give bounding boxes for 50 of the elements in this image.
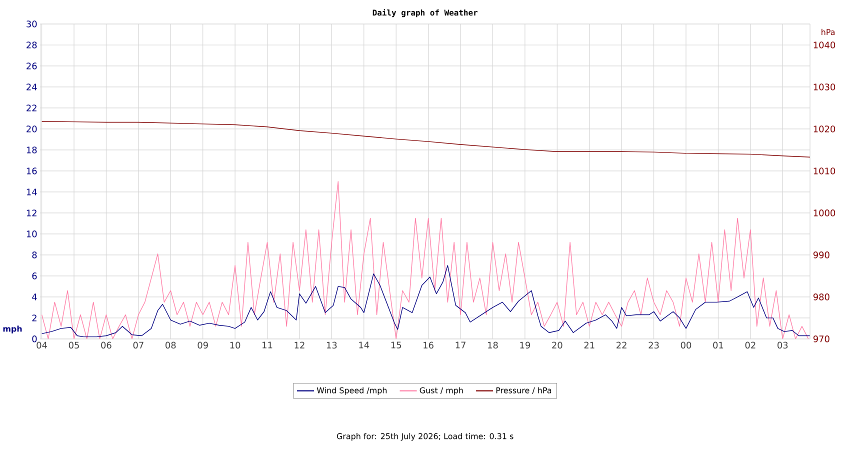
y-tick-label: 12 [26, 210, 36, 216]
y-tick-label: 18 [26, 146, 37, 154]
y-tick-label: 0 [32, 336, 37, 342]
y-tick-label: 16 [26, 168, 37, 174]
x-tick-label: 18 [488, 342, 498, 349]
y2-tick-label: 1040 [814, 42, 836, 48]
y-tick-label: 20 [26, 126, 37, 132]
x-tick-label: 06 [101, 342, 112, 349]
line-series [41, 181, 809, 339]
x-tick-label: 14 [359, 342, 370, 348]
y2-tick-label: 990 [813, 252, 830, 258]
y2-tick-label: 970 [813, 336, 830, 342]
y-tick-label: 10 [26, 230, 37, 238]
x-tick-label: 12 [294, 342, 304, 348]
y-tick-label: 4 [32, 294, 37, 300]
x-tick-label: 04 [36, 342, 47, 349]
x-tick-label: 09 [198, 342, 208, 349]
x-tick-label: 05 [68, 342, 79, 349]
x-tick-label: 03 [778, 342, 788, 349]
y-tick-label: 6 [32, 272, 37, 280]
y2-tick-label: 1030 [814, 84, 836, 90]
y-tick-label: 22 [26, 104, 36, 112]
y-tick-label: 24 [26, 84, 37, 90]
x-tick-label: 20 [552, 342, 562, 349]
x-tick-label: 11 [262, 342, 272, 348]
x-tick-label: 22 [616, 342, 626, 348]
x-tick-label: 02 [745, 342, 756, 349]
x-tick-label: 01 [713, 342, 724, 349]
x-tick-label: 19 [520, 342, 530, 349]
y2-tick-label: 1010 [814, 168, 836, 174]
y-tick-label: 8 [32, 252, 37, 258]
y2-tick-label: 980 [813, 294, 830, 300]
x-tick-label: 15 [391, 342, 402, 348]
x-tick-label: 00 [680, 342, 692, 349]
x-tick-label: 16 [424, 342, 434, 349]
x-tick-label: 21 [584, 342, 594, 348]
line-series [41, 265, 810, 338]
y2-tick-label: 1020 [814, 126, 836, 132]
x-tick-label: 13 [326, 342, 337, 349]
x-tick-label: 23 [648, 342, 659, 349]
x-tick-label: 17 [456, 342, 466, 348]
y-tick-label: 30 [26, 20, 37, 28]
x-tick-label: 10 [230, 342, 240, 349]
y2-tick-label: 1000 [814, 210, 836, 216]
y-tick-label: 2 [32, 314, 36, 322]
y-tick-label: 26 [26, 62, 37, 70]
y-tick-label: 14 [26, 188, 37, 196]
x-tick-label: 07 [133, 342, 144, 349]
x-tick-label: 08 [166, 342, 176, 349]
y-tick-label: 28 [26, 42, 37, 48]
